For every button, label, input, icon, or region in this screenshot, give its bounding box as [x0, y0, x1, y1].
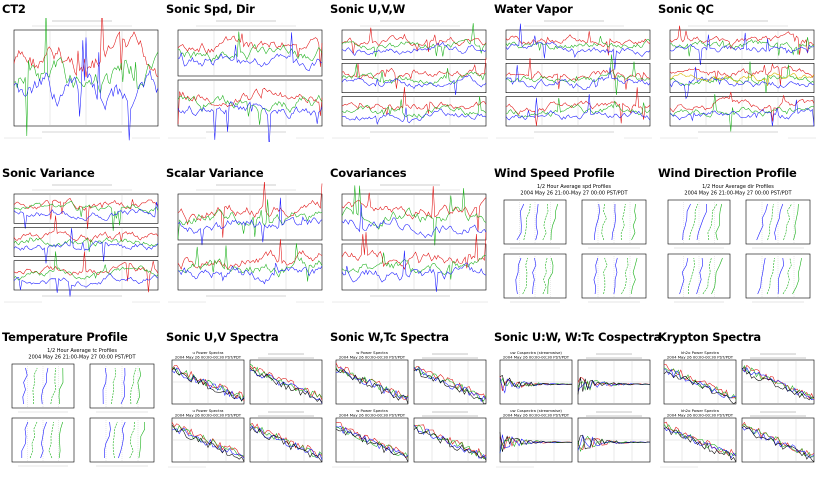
spectra-header-text: 2004 May 26 00:00-00:30 PST/PDT: [503, 355, 570, 360]
spectra-header-text: 2004 May 26 00:00-00:30 PST/PDT: [175, 413, 242, 418]
plot-graphic: uw Cospectra (streamwise)2004 May 26 00:…: [494, 346, 654, 470]
plot-title[interactable]: Temperature Profile: [2, 330, 128, 344]
spectra-header-text: uw Cospectra (streamwise): [510, 350, 562, 355]
plot-title[interactable]: Sonic U,V,W: [330, 2, 406, 16]
plot-graphic: [330, 182, 490, 306]
spectra-header-text: 2004 May 26 00:00-00:30 PST/PDT: [667, 413, 734, 418]
plot-image[interactable]: u Power Spectra 2004 May 26 00:00-00:30 P…: [166, 346, 326, 470]
plot-title[interactable]: Sonic U:W, W:Tc Cospectra: [494, 330, 662, 344]
spectra-header-text: 2004 May 26 00:00-00:30 PST/PDT: [667, 355, 734, 360]
plot-graphic: [2, 182, 162, 306]
plot-thumbnail-13[interactable]: Sonic W,Tc Spectra w Power Spectra 2004 Ma…: [328, 328, 492, 492]
plot-image[interactable]: [330, 182, 490, 306]
plot-title[interactable]: Covariances: [330, 166, 407, 180]
plot-image[interactable]: [166, 182, 326, 306]
plot-title[interactable]: Wind Speed Profile: [494, 166, 615, 180]
profile-header-text: 2004 May 26 21:00-May 27 00:00 PST/PDT: [28, 355, 136, 361]
spectra-header-text: kh2o Power Spectra: [681, 408, 719, 413]
plot-image[interactable]: [2, 182, 162, 306]
spectra-header-text: u Power Spectra: [193, 408, 224, 413]
plot-image[interactable]: [330, 18, 490, 142]
plot-title[interactable]: Sonic QC: [658, 2, 714, 16]
spectra-header-text: w Power Spectra: [356, 350, 388, 355]
spectra-header-text: 2004 May 26 00:00-00:30 PST/PDT: [339, 355, 406, 360]
profile-header-text: 2004 May 26 21:00-May 27 00:00 PST/PDT: [520, 191, 628, 197]
plot-graphic: [658, 18, 818, 142]
plot-graphic: [2, 18, 162, 142]
plot-thumbnail-9[interactable]: Wind Speed Profile 1/2 Hour Average spd P…: [492, 164, 656, 328]
plot-thumbnail-14[interactable]: Sonic U:W, W:Tc Cospectra uw Cospectra (s…: [492, 328, 661, 492]
plot-thumbnail-11[interactable]: Temperature Profile 1/2 Hour Average tc P…: [0, 328, 164, 492]
spectra-header-text: kh2o Power Spectra: [681, 350, 719, 355]
plot-thumbnail-4[interactable]: Water Vapor: [492, 0, 656, 164]
plot-thumbnail-7[interactable]: Scalar Variance: [164, 164, 328, 328]
plot-image[interactable]: w Power Spectra 2004 May 26 00:00-00:30 P…: [330, 346, 490, 470]
plot-image[interactable]: 1/2 Hour Average spd Profiles 2004 May 26…: [494, 182, 654, 306]
plot-image[interactable]: uw Cospectra (streamwise) 2004 May 26 00:…: [494, 346, 654, 470]
plot-title[interactable]: Sonic W,Tc Spectra: [330, 330, 449, 344]
plot-title[interactable]: Sonic Spd, Dir: [166, 2, 255, 16]
plot-graphic: [330, 18, 490, 142]
profile-header-text: 1/2 Hour Average spd Profiles: [537, 184, 611, 190]
plot-title[interactable]: CT2: [2, 2, 26, 16]
plot-thumbnail-8[interactable]: Covariances: [328, 164, 492, 328]
profile-header-text: 1/2 Hour Average tc Profiles: [47, 348, 117, 354]
plot-image[interactable]: 1/2 Hour Average dir Profiles 2004 May 26…: [658, 182, 818, 306]
spectra-header-text: 2004 May 26 00:00-00:30 PST/PDT: [503, 413, 570, 418]
plot-title[interactable]: Water Vapor: [494, 2, 573, 16]
plot-title[interactable]: Sonic Variance: [2, 166, 95, 180]
plot-thumbnail-1[interactable]: CT2: [0, 0, 164, 164]
plot-title[interactable]: Wind Direction Profile: [658, 166, 797, 180]
plot-thumbnail-3[interactable]: Sonic U,V,W: [328, 0, 492, 164]
plot-title[interactable]: Scalar Variance: [166, 166, 264, 180]
profile-header-text: 1/2 Hour Average dir Profiles: [702, 184, 774, 190]
profile-header-text: 2004 May 26 21:00-May 27 00:00 PST/PDT: [684, 191, 792, 197]
plot-image[interactable]: [658, 18, 818, 142]
plot-thumbnail-2[interactable]: Sonic Spd, Dir: [164, 0, 328, 164]
plot-graphic: [166, 182, 326, 306]
plot-title[interactable]: Sonic U,V Spectra: [166, 330, 279, 344]
spectra-header-text: 2004 May 26 00:00-00:30 PST/PDT: [339, 413, 406, 418]
spectra-header-text: u Power Spectra: [193, 350, 224, 355]
plot-image[interactable]: 1/2 Hour Average tc Profiles 2004 May 26 …: [2, 346, 162, 470]
spectra-header-text: 2004 May 26 00:00-00:30 PST/PDT: [175, 355, 242, 360]
spectra-header-text: w Power Spectra: [356, 408, 388, 413]
plot-thumbnail-10[interactable]: Wind Direction Profile 1/2 Hour Average d…: [656, 164, 820, 328]
plot-thumbnail-12[interactable]: Sonic U,V Spectra u Power Spectra 2004 May…: [164, 328, 328, 492]
plot-graphic: [494, 18, 654, 142]
plot-title[interactable]: Krypton Spectra: [658, 330, 761, 344]
plot-thumbnail-15[interactable]: Krypton Spectra kh2o Power Spectra 2004 Ma…: [656, 328, 820, 492]
plot-graphic: [166, 18, 326, 142]
plot-image[interactable]: [2, 18, 162, 142]
plot-image[interactable]: [494, 18, 654, 142]
plot-image[interactable]: kh2o Power Spectra 2004 May 26 00:00-00:3…: [658, 346, 818, 470]
plot-thumbnail-6[interactable]: Sonic Variance: [0, 164, 164, 328]
spectra-header-text: uw Cospectra (streamwise): [510, 408, 562, 413]
plot-image[interactable]: [166, 18, 326, 142]
plot-thumbnail-5[interactable]: Sonic QC: [656, 0, 820, 164]
